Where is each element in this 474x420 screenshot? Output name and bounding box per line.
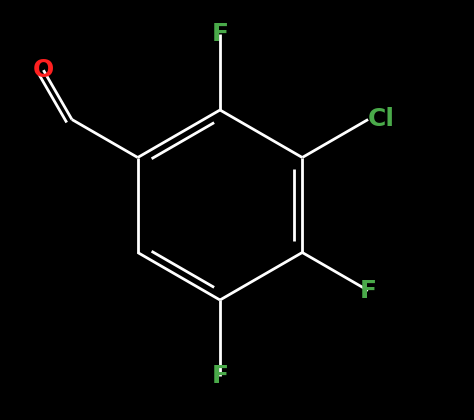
Text: F: F <box>211 22 228 46</box>
Text: Cl: Cl <box>368 108 395 131</box>
Text: F: F <box>360 278 376 302</box>
Text: O: O <box>33 58 54 82</box>
Text: F: F <box>211 364 228 388</box>
